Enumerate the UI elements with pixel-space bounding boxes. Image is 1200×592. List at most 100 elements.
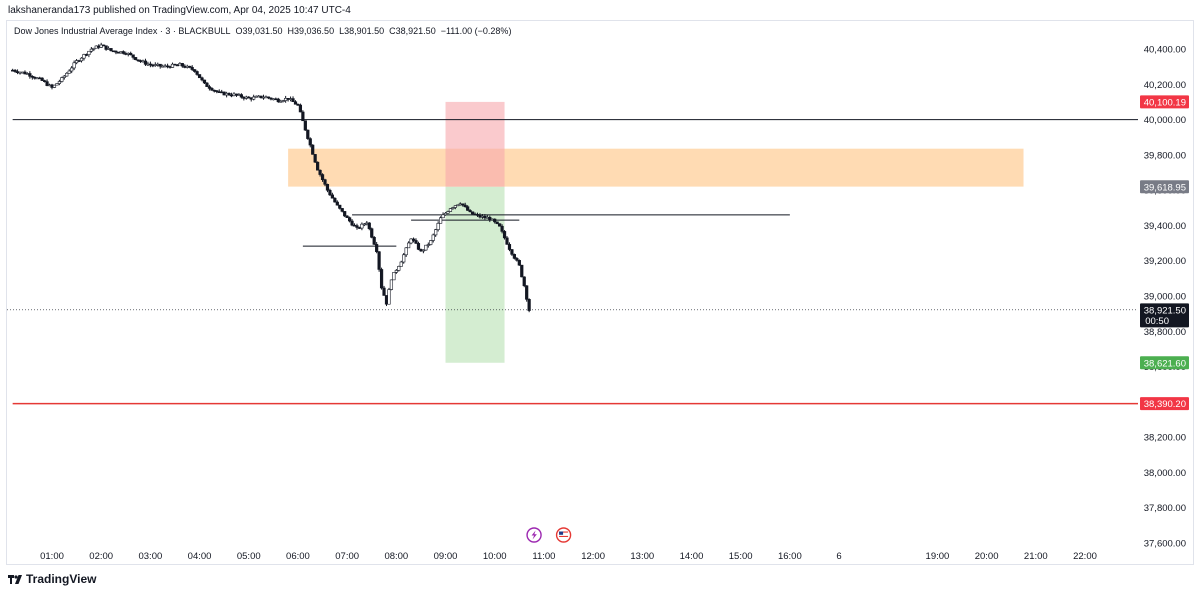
candle-body bbox=[227, 92, 231, 96]
candle-body bbox=[507, 244, 512, 250]
candle-body bbox=[370, 228, 374, 238]
candle-body bbox=[379, 269, 384, 289]
candle-body bbox=[65, 72, 69, 77]
candle-body bbox=[121, 51, 125, 54]
candle-body bbox=[320, 174, 325, 180]
candle-body bbox=[387, 289, 391, 305]
price-label: 38,390.20 bbox=[1144, 399, 1186, 410]
candle-body bbox=[188, 65, 192, 68]
candle-body bbox=[397, 266, 401, 271]
x-tick-label: 21:00 bbox=[1024, 551, 1048, 562]
legend-low: L38,901.50 bbox=[339, 26, 385, 36]
y-tick-label: 39,000.00 bbox=[1144, 292, 1186, 303]
y-tick-label: 38,000.00 bbox=[1144, 468, 1186, 479]
candle-body bbox=[451, 207, 455, 209]
chart-pane[interactable] bbox=[6, 20, 1194, 565]
candle-body bbox=[109, 48, 113, 52]
candle-body bbox=[301, 111, 305, 122]
candle-body bbox=[134, 57, 138, 61]
flag-stripe bbox=[559, 538, 569, 540]
candle-body bbox=[193, 69, 197, 72]
candle-body bbox=[190, 67, 194, 70]
candle-body bbox=[104, 45, 108, 50]
candle-body bbox=[399, 261, 403, 267]
candle-body bbox=[348, 217, 352, 222]
candle-body bbox=[505, 237, 509, 245]
candle-body bbox=[421, 249, 425, 252]
candle-body bbox=[372, 237, 376, 245]
candle-body bbox=[13, 69, 17, 72]
legend-open: O39,031.50 bbox=[235, 26, 283, 36]
candle-body bbox=[424, 244, 428, 251]
candle-body bbox=[40, 77, 44, 81]
candle-body bbox=[129, 52, 133, 56]
candle-body bbox=[431, 234, 435, 241]
candle-body bbox=[55, 83, 59, 86]
candle-body bbox=[436, 223, 440, 230]
x-tick-label: 04:00 bbox=[188, 551, 212, 562]
candle-body bbox=[252, 96, 256, 100]
candle-body bbox=[318, 169, 322, 175]
candle-body bbox=[338, 204, 342, 209]
candle-body bbox=[522, 276, 526, 287]
price-label: 39,618.95 bbox=[1144, 182, 1186, 193]
candle-body bbox=[316, 161, 320, 171]
candle-body bbox=[517, 260, 521, 266]
candle-body bbox=[200, 77, 204, 81]
candle-body bbox=[512, 254, 516, 259]
candle-body bbox=[478, 214, 482, 218]
candle-body bbox=[335, 201, 339, 206]
candle-body bbox=[500, 225, 504, 232]
candle-body bbox=[52, 84, 57, 88]
candle-body bbox=[439, 217, 443, 224]
x-tick-label: 02:00 bbox=[89, 551, 113, 562]
candle-body bbox=[402, 254, 406, 263]
candle-body bbox=[143, 60, 148, 65]
candle-body bbox=[510, 249, 514, 255]
candle-body bbox=[515, 258, 519, 261]
candle-body bbox=[340, 208, 344, 212]
candle-body bbox=[375, 244, 379, 253]
candle-body bbox=[345, 215, 349, 218]
candle-body bbox=[298, 104, 303, 113]
last-price-countdown: 00:50 bbox=[1145, 316, 1169, 327]
candle-body bbox=[70, 67, 74, 72]
y-tick-label: 39,200.00 bbox=[1144, 256, 1186, 267]
candle-body bbox=[89, 48, 93, 52]
candle-body bbox=[527, 299, 531, 311]
candle-body bbox=[114, 50, 118, 53]
candle-body bbox=[202, 79, 207, 84]
candle-body bbox=[350, 220, 354, 226]
candle-body bbox=[87, 50, 91, 55]
candle-body bbox=[43, 80, 47, 82]
candle-body bbox=[170, 63, 175, 68]
legend-change: −111.00 (−0.28%) bbox=[440, 26, 512, 36]
candle-body bbox=[311, 144, 315, 155]
y-tick-label: 37,800.00 bbox=[1144, 503, 1186, 514]
x-tick-label: 08:00 bbox=[384, 551, 408, 562]
candle-body bbox=[446, 211, 450, 214]
candle-body bbox=[197, 74, 202, 79]
candle-body bbox=[291, 98, 295, 103]
candle-body bbox=[409, 238, 413, 244]
candle-body bbox=[131, 54, 135, 58]
candle-body bbox=[293, 101, 298, 105]
x-tick-label: 09:00 bbox=[434, 551, 458, 562]
x-tick-label: 6 bbox=[836, 551, 841, 562]
candle-body bbox=[247, 96, 251, 99]
flag-stripe bbox=[559, 531, 569, 533]
candle-body bbox=[57, 81, 61, 84]
candle-body bbox=[306, 129, 310, 139]
candle-body bbox=[453, 205, 457, 208]
us-flag-event-icon bbox=[555, 527, 572, 543]
candle-body bbox=[407, 242, 411, 249]
y-tick-label: 38,200.00 bbox=[1144, 433, 1186, 444]
candle-body bbox=[498, 223, 502, 227]
candle-body bbox=[429, 240, 433, 245]
candle-body bbox=[441, 214, 445, 219]
y-tick-label: 37,600.00 bbox=[1144, 539, 1186, 550]
candle-body bbox=[495, 221, 499, 224]
candle-body bbox=[210, 88, 214, 91]
candle-body bbox=[215, 90, 219, 92]
